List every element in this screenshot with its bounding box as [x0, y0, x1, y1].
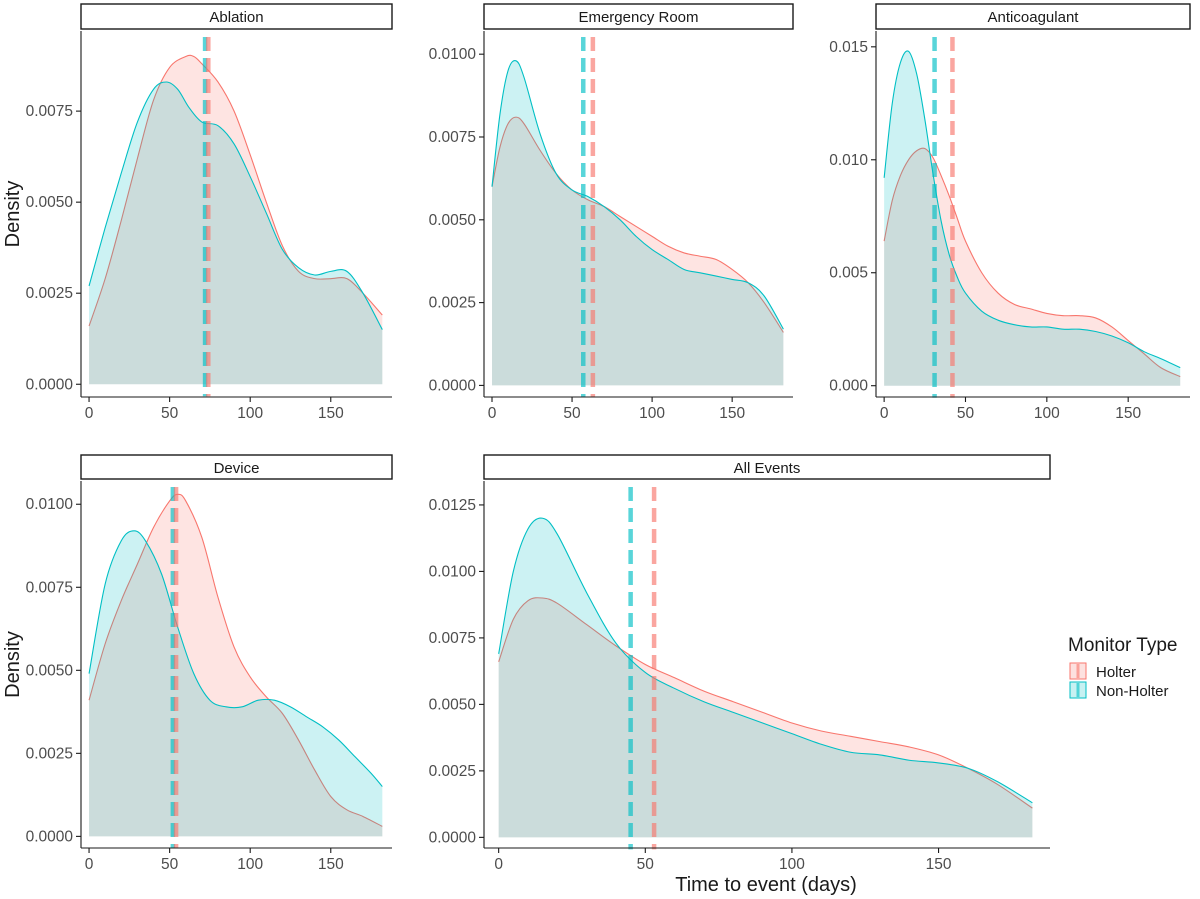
y-tick-label: 0.005: [829, 265, 868, 282]
facet-strip: [483, 3, 794, 30]
y-tick-label: 0.0075: [26, 579, 73, 596]
facet-panel-0: Ablation 0.0000 0.0025 0.0050 0.0075 0 50 100 15…: [2, 3, 393, 422]
x-tick-label: 100: [237, 405, 263, 422]
density-line-holter: [88, 54, 383, 327]
x-tick-label: 150: [318, 405, 344, 422]
x-tick-label: 50: [161, 405, 179, 422]
facet-strip: [80, 3, 393, 30]
facet-strip: [483, 454, 1051, 480]
legend-label-nonholter: Non-Holter: [1096, 683, 1169, 700]
y-tick-label: 0.0000: [26, 376, 74, 393]
x-tick-label: 150: [1115, 405, 1141, 422]
density-line-nonholter: [498, 517, 1033, 804]
density-line-holter: [491, 116, 784, 333]
y-axis-title: Density: [2, 181, 24, 248]
facet-panel-2: Anticoagulant 0.000 0.005 0.010 0.015 0 50 100 1…: [829, 3, 1191, 422]
y-tick-label: 0.0100: [429, 46, 477, 63]
density-line-holter: [88, 493, 383, 827]
density-area-nonholter: [89, 81, 383, 385]
x-tick-label: 100: [237, 856, 263, 873]
y-tick-label: 0.0025: [26, 285, 73, 302]
y-axis-title: Density: [2, 631, 24, 698]
density-area-nonholter: [498, 518, 1033, 838]
x-tick-label: 0: [85, 856, 94, 873]
facet-strip: [875, 3, 1191, 30]
y-tick-label: 0.0000: [26, 828, 74, 845]
facet-strip-title: All Events: [734, 460, 801, 477]
facet-strip-title: Device: [214, 460, 260, 477]
density-line-nonholter: [88, 81, 383, 330]
legend-key-nonholter: Non-Holter: [1069, 681, 1169, 700]
y-tick-label: 0.0100: [26, 496, 74, 513]
legend-key-holter: Holter: [1069, 662, 1136, 681]
facet-strip: [80, 454, 393, 480]
y-tick-label: 0.0025: [429, 763, 476, 780]
density-line-nonholter: [491, 60, 784, 330]
y-tick-label: 0.0050: [26, 194, 74, 211]
density-line-nonholter: [883, 50, 1181, 369]
x-tick-label: 100: [639, 405, 665, 422]
x-tick-label: 150: [719, 405, 745, 422]
x-tick-label: 0: [880, 405, 889, 422]
facet-panel-4: All Events 0.0000 0.0025 0.0050 0.0075 0.0100…: [429, 454, 1051, 873]
legend-label-holter: Holter: [1096, 664, 1136, 681]
x-tick-label: 50: [563, 405, 581, 422]
density-line-holter: [498, 597, 1033, 809]
density-area-nonholter: [89, 530, 383, 837]
y-tick-label: 0.000: [829, 378, 868, 395]
x-tick-label: 150: [926, 856, 952, 873]
y-tick-label: 0.015: [829, 39, 868, 56]
x-tick-label: 50: [957, 405, 975, 422]
density-area-holter: [884, 148, 1181, 386]
y-tick-label: 0.0075: [429, 129, 476, 146]
density-line-holter: [883, 147, 1181, 378]
facet-panel-3: Device 0.0000 0.0025 0.0050 0.0075 0.0100 0 50 1…: [2, 454, 393, 873]
density-area-holter: [89, 55, 383, 385]
legend: Monitor Type Holter Non-Holter: [1068, 635, 1177, 700]
y-tick-label: 0.0050: [26, 662, 74, 679]
density-area-nonholter: [492, 60, 784, 386]
density-area-nonholter: [884, 50, 1181, 386]
x-axis-title: Time to event (days): [675, 874, 857, 896]
y-tick-label: 0.0000: [429, 377, 477, 394]
y-tick-label: 0.0100: [429, 563, 477, 580]
y-tick-label: 0.0025: [429, 295, 476, 312]
x-tick-label: 50: [161, 856, 179, 873]
facet-strip-title: Ablation: [209, 9, 263, 26]
x-tick-label: 50: [637, 856, 655, 873]
y-tick-label: 0.010: [829, 152, 868, 169]
x-tick-label: 0: [85, 405, 94, 422]
y-tick-label: 0.0000: [429, 829, 477, 846]
facet-strip-title: Anticoagulant: [988, 9, 1080, 26]
y-tick-label: 0.0050: [429, 696, 477, 713]
density-line-nonholter: [88, 530, 383, 787]
y-tick-label: 0.0125: [429, 497, 476, 514]
y-tick-label: 0.0025: [26, 745, 73, 762]
y-tick-label: 0.0075: [429, 630, 476, 647]
density-area-holter: [89, 494, 383, 837]
y-tick-label: 0.0050: [429, 212, 477, 229]
facet-panel-1: Emergency Room 0.0000 0.0025 0.0050 0.0075 0.…: [429, 3, 794, 422]
facet-strip-title: Emergency Room: [578, 9, 698, 26]
legend-title: Monitor Type: [1068, 635, 1177, 656]
x-tick-label: 100: [779, 856, 805, 873]
y-tick-label: 0.0075: [26, 103, 73, 120]
x-tick-label: 0: [494, 856, 503, 873]
x-tick-label: 100: [1034, 405, 1060, 422]
x-tick-label: 150: [318, 856, 344, 873]
x-tick-label: 0: [488, 405, 497, 422]
